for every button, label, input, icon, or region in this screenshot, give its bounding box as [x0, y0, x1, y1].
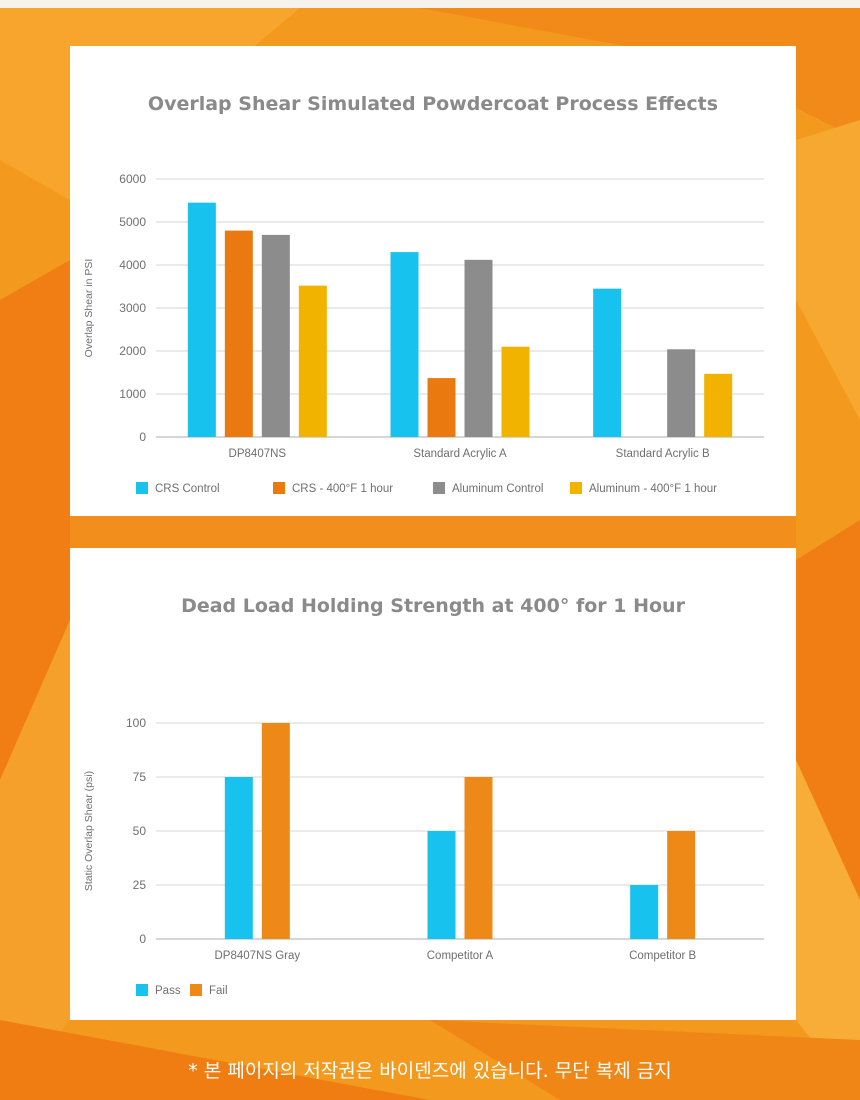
- bar: [224, 777, 253, 939]
- legend-label: Aluminum Control: [452, 483, 543, 495]
- chart-title: Overlap Shear Simulated Powdercoat Proce…: [148, 93, 718, 115]
- bar: [593, 288, 622, 437]
- bar: [464, 777, 493, 939]
- legend-swatch: [273, 482, 285, 494]
- bar: [390, 252, 419, 437]
- legend-label: CRS - 400°F 1 hour: [292, 483, 393, 495]
- y-tick-label: 4000: [119, 258, 146, 272]
- y-tick-label: 0: [139, 430, 146, 444]
- category-label: Competitor A: [427, 950, 494, 962]
- overlap-shear-chart: Overlap Shear Simulated Powdercoat Proce…: [83, 93, 764, 495]
- bar: [630, 885, 659, 939]
- bar: [261, 723, 290, 939]
- chart-title: Dead Load Holding Strength at 400° for 1…: [181, 595, 686, 617]
- bar: [427, 831, 456, 939]
- legend-label: Pass: [155, 985, 181, 997]
- bar: [667, 831, 696, 939]
- y-tick-label: 2000: [119, 344, 146, 358]
- y-tick-label: 50: [133, 824, 147, 838]
- bar: [464, 259, 493, 437]
- category-label: Standard Acrylic A: [413, 448, 507, 460]
- bar: [187, 202, 216, 437]
- y-tick-label: 100: [126, 716, 146, 730]
- legend-swatch: [136, 984, 148, 996]
- bar: [704, 373, 733, 437]
- bar: [298, 285, 327, 437]
- chart-panel-dead-load: Dead Load Holding Strength at 400° for 1…: [70, 548, 796, 1020]
- y-tick-label: 3000: [119, 301, 146, 315]
- bar: [224, 230, 253, 437]
- dead-load-chart: Dead Load Holding Strength at 400° for 1…: [83, 595, 764, 997]
- bar: [501, 346, 530, 437]
- legend-swatch: [570, 482, 582, 494]
- y-tick-label: 6000: [119, 172, 146, 186]
- y-tick-label: 1000: [119, 387, 146, 401]
- legend-label: Aluminum - 400°F 1 hour: [589, 483, 717, 495]
- category-label: Standard Acrylic B: [616, 448, 710, 460]
- y-tick-label: 25: [133, 878, 147, 892]
- y-tick-label: 0: [139, 932, 146, 946]
- y-tick-label: 75: [133, 770, 147, 784]
- chart-panel-overlap-shear: Overlap Shear Simulated Powdercoat Proce…: [70, 46, 796, 516]
- legend-label: Fail: [209, 985, 228, 997]
- copyright-footer: * 본 페이지의 저작권은 바이덴즈에 있습니다. 무단 복제 금지: [188, 1060, 672, 1082]
- legend-label: CRS Control: [155, 483, 220, 495]
- legend-swatch: [433, 482, 445, 494]
- bar: [427, 378, 456, 437]
- bar: [667, 349, 696, 437]
- legend-swatch: [190, 984, 202, 996]
- y-axis-label: Static Overlap Shear (psi): [83, 771, 95, 891]
- y-axis-label: Overlap Shear in PSI: [83, 259, 95, 358]
- bar: [261, 234, 290, 437]
- category-label: DP8407NS Gray: [215, 950, 301, 962]
- category-label: Competitor B: [629, 950, 696, 962]
- y-tick-label: 5000: [119, 215, 146, 229]
- legend-swatch: [136, 482, 148, 494]
- category-label: DP8407NS: [229, 448, 287, 460]
